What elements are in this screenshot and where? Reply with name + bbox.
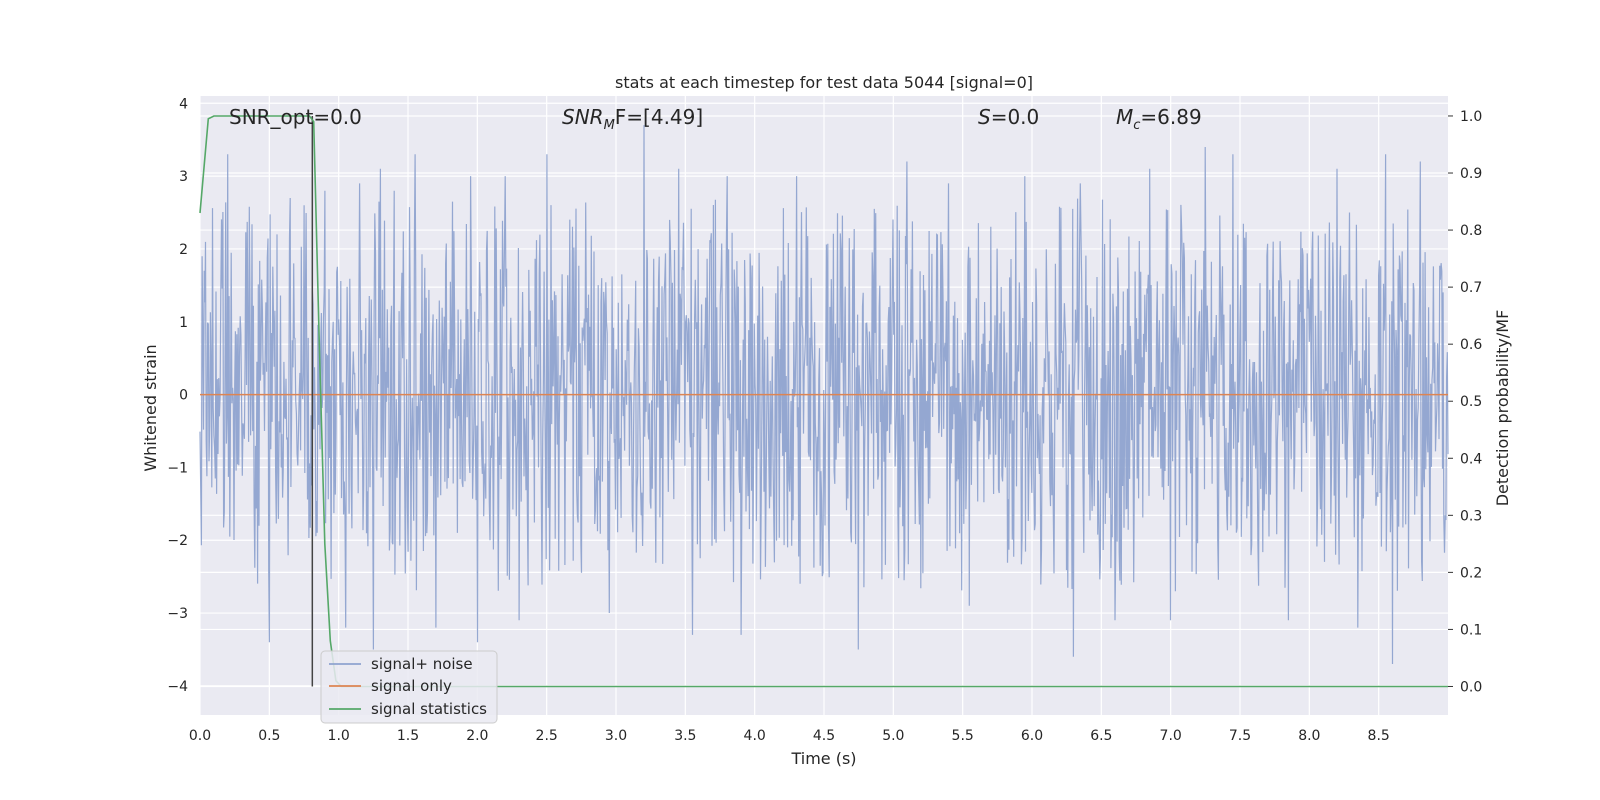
right-y-tick-label: 0.6 bbox=[1460, 337, 1482, 353]
mc-annotation: Mc=6.89 bbox=[1116, 105, 1202, 133]
s-main: S bbox=[978, 105, 991, 129]
signal-statistics-series bbox=[199, 115, 1448, 688]
x-tick-label: 0.0 bbox=[189, 728, 211, 744]
y-tick-labels: −4 −3 −2 −1 0 1 2 3 4 bbox=[167, 96, 188, 695]
right-y-tick-label: 0.5 bbox=[1460, 394, 1482, 410]
s-tail: =0.0 bbox=[991, 105, 1040, 129]
y-tick-label: 4 bbox=[179, 96, 188, 112]
x-tick-label: 3.5 bbox=[674, 728, 696, 744]
x-tick-label: 8.5 bbox=[1368, 728, 1390, 744]
x-tick-label: 7.0 bbox=[1160, 728, 1182, 744]
x-tick-label: 2.5 bbox=[536, 728, 558, 744]
x-tick-label: 8.0 bbox=[1298, 728, 1320, 744]
x-tick-label: 4.5 bbox=[813, 728, 835, 744]
right-y-tick-label: 0.2 bbox=[1460, 565, 1482, 581]
x-tick-label: 5.5 bbox=[952, 728, 974, 744]
y-tick-label: −3 bbox=[167, 606, 188, 622]
right-y-tick-labels: 0.0 0.1 0.2 0.3 0.4 0.5 0.6 0.7 0.8 0.9 1.0 bbox=[1460, 109, 1482, 696]
mc-sub: c bbox=[1133, 118, 1140, 133]
x-tick-label: 6.0 bbox=[1021, 728, 1043, 744]
legend-label-signal-only: signal only bbox=[371, 677, 452, 695]
x-tick-label: 7.5 bbox=[1229, 728, 1251, 744]
y-tick-label: −4 bbox=[167, 679, 188, 695]
snr-mf-main: SNR bbox=[562, 105, 604, 129]
signal-noise-series bbox=[199, 125, 1449, 665]
right-y-tick-label: 0.9 bbox=[1460, 166, 1482, 182]
right-y-tick-label: 0.0 bbox=[1460, 679, 1482, 695]
x-tick-label: 3.0 bbox=[605, 728, 627, 744]
right-y-tick-label: 0.7 bbox=[1460, 280, 1482, 296]
y-tick-label: 0 bbox=[179, 388, 188, 404]
x-tick-label: 4.0 bbox=[744, 728, 766, 744]
right-y-tick-label: 1.0 bbox=[1460, 109, 1482, 125]
y-tick-label: −1 bbox=[167, 460, 188, 476]
legend: signal+ noise signal only signal statist… bbox=[320, 650, 498, 724]
right-y-axis-label: Detection probability/MF bbox=[1493, 310, 1512, 507]
chart-title: stats at each timestep for test data 504… bbox=[615, 73, 1033, 92]
y-tick-label: 3 bbox=[179, 169, 188, 185]
mc-main: M bbox=[1116, 105, 1133, 129]
signal-noise-line bbox=[199, 125, 1449, 665]
right-y-tick-label: 0.3 bbox=[1460, 508, 1482, 524]
right-y-tick-label: 0.1 bbox=[1460, 622, 1482, 638]
snr-opt-annotation: SNR_opt=0.0 bbox=[229, 105, 362, 129]
legend-label-signal-statistics: signal statistics bbox=[371, 700, 487, 718]
snr-mf-tail: F=[4.49] bbox=[615, 105, 703, 129]
x-tick-label: 1.5 bbox=[397, 728, 419, 744]
x-tick-label: 1.0 bbox=[328, 728, 350, 744]
y-tick-label: 1 bbox=[179, 315, 188, 331]
x-tick-label: 6.5 bbox=[1090, 728, 1112, 744]
snr-mf-sub: M bbox=[604, 118, 615, 133]
x-tick-label: 2.0 bbox=[466, 728, 488, 744]
y-tick-label: −2 bbox=[167, 533, 188, 549]
right-y-tick-label: 0.4 bbox=[1460, 451, 1482, 467]
mc-tail: =6.89 bbox=[1140, 105, 1201, 129]
s-annotation: S=0.0 bbox=[978, 105, 1039, 129]
x-tick-label: 0.5 bbox=[258, 728, 280, 744]
y-axis-label: Whitened strain bbox=[141, 344, 160, 471]
legend-box bbox=[320, 650, 498, 724]
y-tick-label: 2 bbox=[179, 242, 188, 258]
right-y-tick-label: 0.8 bbox=[1460, 223, 1482, 239]
legend-label-signal-noise: signal+ noise bbox=[371, 655, 473, 673]
x-tick-label: 5.0 bbox=[882, 728, 904, 744]
x-tick-labels: 0.0 0.5 1.0 1.5 2.0 2.5 3.0 3.5 4.0 4.5 5.0 5.5 6.0 6… bbox=[189, 728, 1390, 744]
snr-mf-annotation: SNRMF=[4.49] bbox=[562, 105, 703, 133]
x-axis-label: Time (s) bbox=[790, 749, 856, 768]
